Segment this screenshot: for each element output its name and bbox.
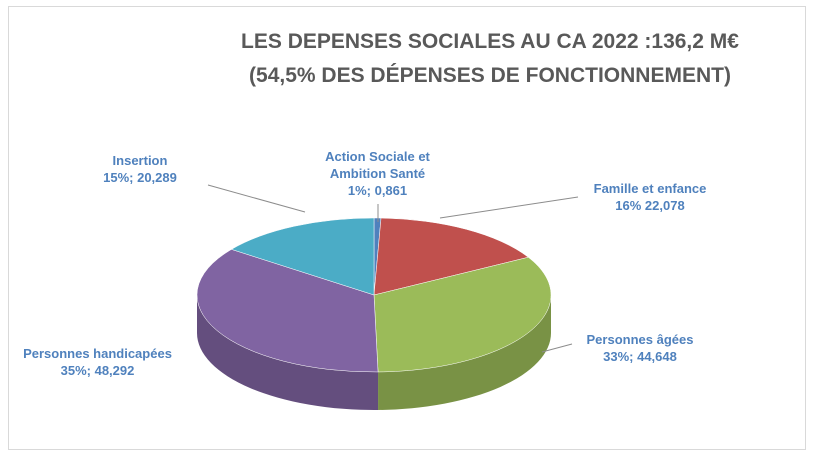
chart-title: LES DEPENSES SOCIALES AU CA 2022 :136,2 … xyxy=(241,30,739,53)
slice xyxy=(230,217,375,296)
value-label: 16% 22,078 xyxy=(615,198,685,213)
data-label: Famille et enfance 16% 22,078 xyxy=(570,180,730,214)
slice-side xyxy=(378,295,551,410)
slice-side xyxy=(197,295,379,411)
data-label: Personnes handicapées 35%; 48,292 xyxy=(10,345,185,379)
slice xyxy=(373,256,552,373)
leader-line xyxy=(439,196,579,219)
leader-line xyxy=(207,184,306,213)
category-label: Insertion xyxy=(112,153,168,168)
data-label: Action Sociale et Ambition Santé 1%; 0,86… xyxy=(305,148,450,199)
value-label: 15%; 20,289 xyxy=(103,170,177,185)
category-label: Personnes handicapées xyxy=(23,346,172,361)
value-label: 33%; 44,648 xyxy=(603,349,677,364)
slice xyxy=(373,217,529,296)
value-label: 35%; 48,292 xyxy=(60,363,135,378)
chart-subtitle: (54,5% DES DÉPENSES DE FONCTIONNEMENT) xyxy=(249,64,731,87)
chart-frame xyxy=(8,6,806,450)
value-label: 1%; 0,861 xyxy=(347,183,408,198)
category-label: Famille et enfance xyxy=(593,181,707,196)
leader-line xyxy=(541,343,573,353)
data-label: Insertion 15%; 20,289 xyxy=(80,152,200,186)
category-label: Personnes âgées xyxy=(586,332,694,347)
data-label: Personnes âgées 33%; 44,648 xyxy=(560,331,720,365)
slice xyxy=(196,249,379,373)
category-label: Action Sociale et Ambition Santé xyxy=(325,149,430,181)
